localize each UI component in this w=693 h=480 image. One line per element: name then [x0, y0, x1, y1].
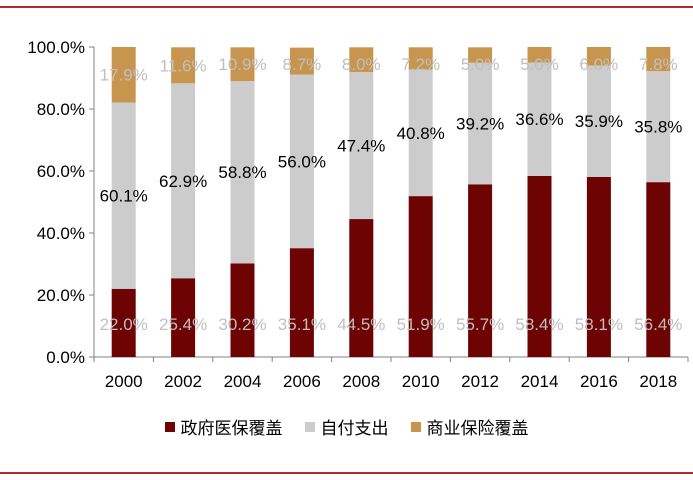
data-label: 56.4%	[634, 315, 682, 334]
bar-segment	[646, 71, 671, 183]
data-label: 36.6%	[515, 110, 563, 129]
data-label: 47.4%	[337, 137, 385, 156]
bar-segment	[468, 62, 493, 185]
bar-segment	[646, 182, 671, 357]
data-label: 5.0%	[461, 55, 500, 74]
bar-segment	[408, 69, 433, 197]
bar-segment	[230, 263, 255, 357]
legend: 政府医保覆盖 自付支出 商业保险覆盖	[0, 414, 693, 439]
data-label: 56.0%	[278, 152, 326, 171]
bar-segment	[230, 47, 255, 82]
bar-segment	[111, 102, 136, 289]
bar-segment	[111, 47, 136, 103]
x-tick-label: 2000	[105, 372, 143, 391]
y-tick-label: 60.0%	[37, 162, 85, 181]
bar-segment	[468, 184, 493, 357]
data-label: 51.9%	[397, 315, 445, 334]
data-label: 7.8%	[639, 55, 678, 74]
top-rule	[0, 6, 693, 8]
x-tick-label: 2010	[402, 372, 440, 391]
bar-segment	[527, 47, 552, 63]
legend-label-commercial: 商业保险覆盖	[426, 419, 529, 439]
data-label: 39.2%	[456, 115, 504, 134]
data-label: 35.1%	[278, 315, 326, 334]
bar-segment	[468, 47, 493, 63]
legend-item-commercial: 商业保险覆盖	[410, 414, 529, 439]
data-label: 8.0%	[342, 55, 381, 74]
bar-segment	[289, 248, 314, 357]
legend-swatch-government	[164, 421, 175, 432]
bar-segment	[289, 74, 314, 249]
bar-segment	[111, 288, 136, 357]
data-label: 58.1%	[575, 315, 623, 334]
x-tick-label: 2002	[164, 372, 202, 391]
bar-segment	[408, 47, 433, 70]
legend-label-out-of-pocket: 自付支出	[320, 419, 389, 439]
bottom-rule	[0, 472, 693, 474]
x-tick-label: 2016	[580, 372, 618, 391]
y-tick-label: 20.0%	[37, 286, 85, 305]
x-tick-label: 2018	[639, 372, 677, 391]
legend-label-government: 政府医保覆盖	[180, 419, 283, 439]
data-label: 40.8%	[397, 124, 445, 143]
legend-item-out-of-pocket: 自付支出	[304, 414, 389, 439]
bar-segment	[527, 175, 552, 357]
y-tick-label: 80.0%	[37, 100, 85, 119]
x-tick-label: 2012	[461, 372, 499, 391]
bar-segment	[349, 219, 374, 357]
legend-item-government: 政府医保覆盖	[164, 414, 283, 439]
data-label: 35.8%	[634, 118, 682, 137]
y-tick-label: 100.0%	[27, 38, 85, 57]
y-tick-label: 40.0%	[37, 224, 85, 243]
bar-segment	[349, 47, 374, 73]
x-tick-label: 2006	[283, 372, 321, 391]
bar-segment	[586, 65, 611, 177]
data-label: 55.7%	[456, 315, 504, 334]
legend-swatch-out-of-pocket	[304, 421, 315, 432]
bar-segment	[171, 47, 196, 84]
data-label: 35.9%	[575, 112, 623, 131]
bar-segment	[586, 176, 611, 357]
data-label: 8.7%	[283, 55, 322, 74]
bar-segment	[586, 47, 611, 66]
data-label: 22.0%	[100, 315, 148, 334]
x-tick-label: 2008	[342, 372, 380, 391]
bar-segment	[527, 62, 552, 176]
bar-segment	[171, 278, 196, 357]
bar-segment	[646, 47, 671, 72]
data-label: 11.6%	[160, 56, 207, 75]
x-tick-label: 2014	[521, 372, 559, 391]
bar-segment	[230, 81, 255, 264]
x-tick-label: 2004	[224, 372, 262, 391]
data-label: 25.4%	[159, 315, 207, 334]
data-label: 17.9%	[100, 66, 148, 85]
data-label: 62.9%	[159, 172, 207, 191]
y-tick-label: 0.0%	[46, 348, 85, 367]
data-label: 30.2%	[218, 315, 266, 334]
data-label: 7.2%	[401, 55, 440, 74]
legend-swatch-commercial	[410, 421, 421, 432]
stacked-bar-chart: 0.0% 20.0% 40.0% 60.0% 80.0% 100.0% 2000 2002 20…	[27, 38, 689, 391]
data-label: 6.0%	[580, 55, 619, 74]
data-label: 44.5%	[337, 315, 385, 334]
bar-segment	[171, 83, 196, 279]
bar-segment	[289, 47, 314, 75]
bar-segment	[349, 72, 374, 220]
data-label: 5.0%	[520, 55, 559, 74]
data-label: 58.8%	[218, 163, 266, 182]
data-label: 60.1%	[100, 187, 148, 206]
bar-segment	[408, 196, 433, 357]
data-label: 58.4%	[515, 315, 563, 334]
data-label: 10.9%	[218, 55, 266, 74]
